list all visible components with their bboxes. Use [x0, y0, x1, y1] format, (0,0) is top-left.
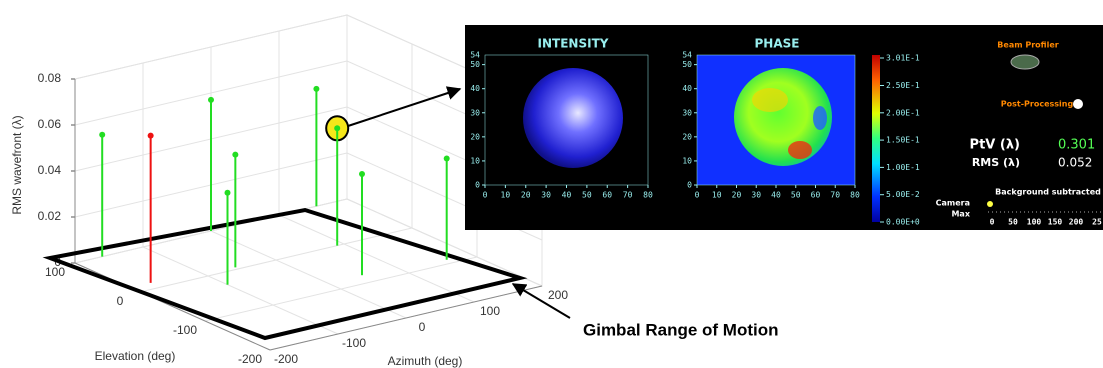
phase-cold-spot [813, 106, 827, 130]
software-panel: INTENSITY PHASE Beam Profiler Post-Proce… [465, 25, 1103, 230]
inset-y-tick-label: 10 [682, 156, 692, 165]
x-tick-label: -100 [342, 336, 366, 350]
colorbar [872, 55, 880, 222]
grid-line [143, 247, 338, 334]
intensity-title: INTENSITY [538, 37, 609, 51]
inset-x-tick-label: 40 [562, 191, 572, 200]
inset-x-tick-label: 20 [732, 191, 742, 200]
inset-y-tick-label: 20 [470, 132, 480, 141]
z-tick-label: 0.08 [38, 71, 62, 85]
y-tick-label: -100 [173, 323, 197, 337]
stem-marker [225, 190, 231, 196]
post-processing-label: Post-Processing [1001, 100, 1074, 109]
inset-y-tick-label: 20 [682, 132, 692, 141]
stem-marker [359, 171, 365, 177]
inset-x-tick-label: 50 [791, 191, 801, 200]
intensity-beam [523, 68, 623, 168]
stem-marker [334, 125, 340, 131]
inset-x-tick-label: 60 [811, 191, 821, 200]
inset-x-tick-label: 10 [501, 191, 511, 200]
stem-marker [444, 156, 450, 162]
x-tick-label: 0 [419, 320, 426, 334]
beam-profiler-button[interactable] [1011, 55, 1039, 69]
inset-y-tick-label: 40 [682, 84, 692, 93]
x-axis-label: Azimuth (deg) [388, 354, 463, 368]
inset-y-tick-label: 30 [682, 108, 692, 117]
colorbar-label: 5.00E-2 [886, 190, 920, 199]
camera-scale-label: 100 [1027, 218, 1042, 227]
camera-scale-label: 200 [1069, 218, 1084, 227]
stem-marker [99, 132, 105, 138]
annotation: Gimbal Range of Motion [583, 320, 779, 339]
post-processing-toggle[interactable] [1073, 99, 1083, 109]
camera-scale-label: 0 [990, 218, 995, 227]
colorbar-label: 2.50E-1 [886, 81, 920, 90]
inset-x-tick-label: 20 [521, 191, 531, 200]
background-label: Background subtracted [995, 188, 1101, 197]
inset-x-tick-label: 30 [541, 191, 551, 200]
stem-marker [208, 97, 214, 103]
y-tick-label: 100 [45, 265, 65, 279]
y-tick-label: -200 [238, 352, 262, 366]
inset-y-tick-label: 30 [470, 108, 480, 117]
colorbar-label: 1.50E-1 [886, 136, 920, 145]
inset-y-tick-label: 0 [475, 181, 480, 190]
inset-x-tick-label: 60 [602, 191, 612, 200]
stem-marker [313, 86, 319, 92]
ptv-label: PtV (λ) [970, 138, 1020, 153]
z-tick-label: 0.06 [38, 117, 62, 131]
max-label: Max [951, 210, 970, 219]
inset-y-tick-label: 0 [687, 181, 692, 190]
camera-slider-knob[interactable] [987, 201, 993, 207]
inset-y-max-label: 54 [682, 51, 692, 60]
colorbar-label: 3.01E-1 [886, 54, 920, 63]
z-axis-label: RMS wavefront (λ) [10, 115, 24, 214]
y-axis-label: Elevation (deg) [95, 349, 176, 363]
z-tick-label: 0.04 [38, 163, 62, 177]
x-tick-label: 200 [548, 288, 568, 302]
inset-x-tick-label: 0 [483, 191, 488, 200]
colorbar-label: 2.00E-1 [886, 108, 920, 117]
inset-y-tick-label: 40 [470, 84, 480, 93]
inset-y-tick-label: 50 [682, 60, 692, 69]
x-tick-label: -200 [274, 352, 298, 366]
inset-y-tick-label: 50 [470, 60, 480, 69]
ptv-value: 0.301 [1058, 138, 1095, 153]
colorbar-label: 1.00E-1 [886, 163, 920, 172]
inset-x-tick-label: 30 [751, 191, 761, 200]
camera-scale-label: 150 [1048, 218, 1063, 227]
stem-marker [232, 152, 238, 158]
inset-x-tick-label: 50 [582, 191, 592, 200]
inset-x-tick-label: 80 [643, 191, 653, 200]
inset-y-tick-label: 10 [470, 156, 480, 165]
colorbar-label: 0.00E+0 [886, 218, 920, 227]
grid-line [211, 231, 406, 318]
rms-label: RMS (λ) [972, 156, 1020, 169]
inset-x-tick-label: 70 [830, 191, 840, 200]
inset-x-tick-label: 10 [712, 191, 722, 200]
y-tick-label: 0 [117, 294, 124, 308]
phase-hot-spot [788, 141, 812, 159]
inset-y-max-label: 54 [470, 51, 480, 60]
phase-title: PHASE [755, 37, 800, 51]
inset-x-tick-label: 40 [771, 191, 781, 200]
z-tick-label: 0.02 [38, 209, 62, 223]
camera-scale-label: 50 [1008, 218, 1018, 227]
phase-warm-spot [752, 88, 788, 112]
inset-x-tick-label: 80 [850, 191, 860, 200]
inset-x-tick-label: 70 [623, 191, 633, 200]
camera-scale-label: 25 [1092, 218, 1102, 227]
figure: 00.020.040.060.08-200-1000100200-200-100… [0, 0, 1103, 368]
rms-value: 0.052 [1058, 156, 1092, 170]
x-tick-label: 100 [480, 304, 500, 318]
stem-marker [148, 133, 154, 139]
camera-label: Camera [936, 199, 970, 208]
inset-x-tick-label: 0 [695, 191, 700, 200]
beam-profiler-label: Beam Profiler [997, 41, 1058, 50]
